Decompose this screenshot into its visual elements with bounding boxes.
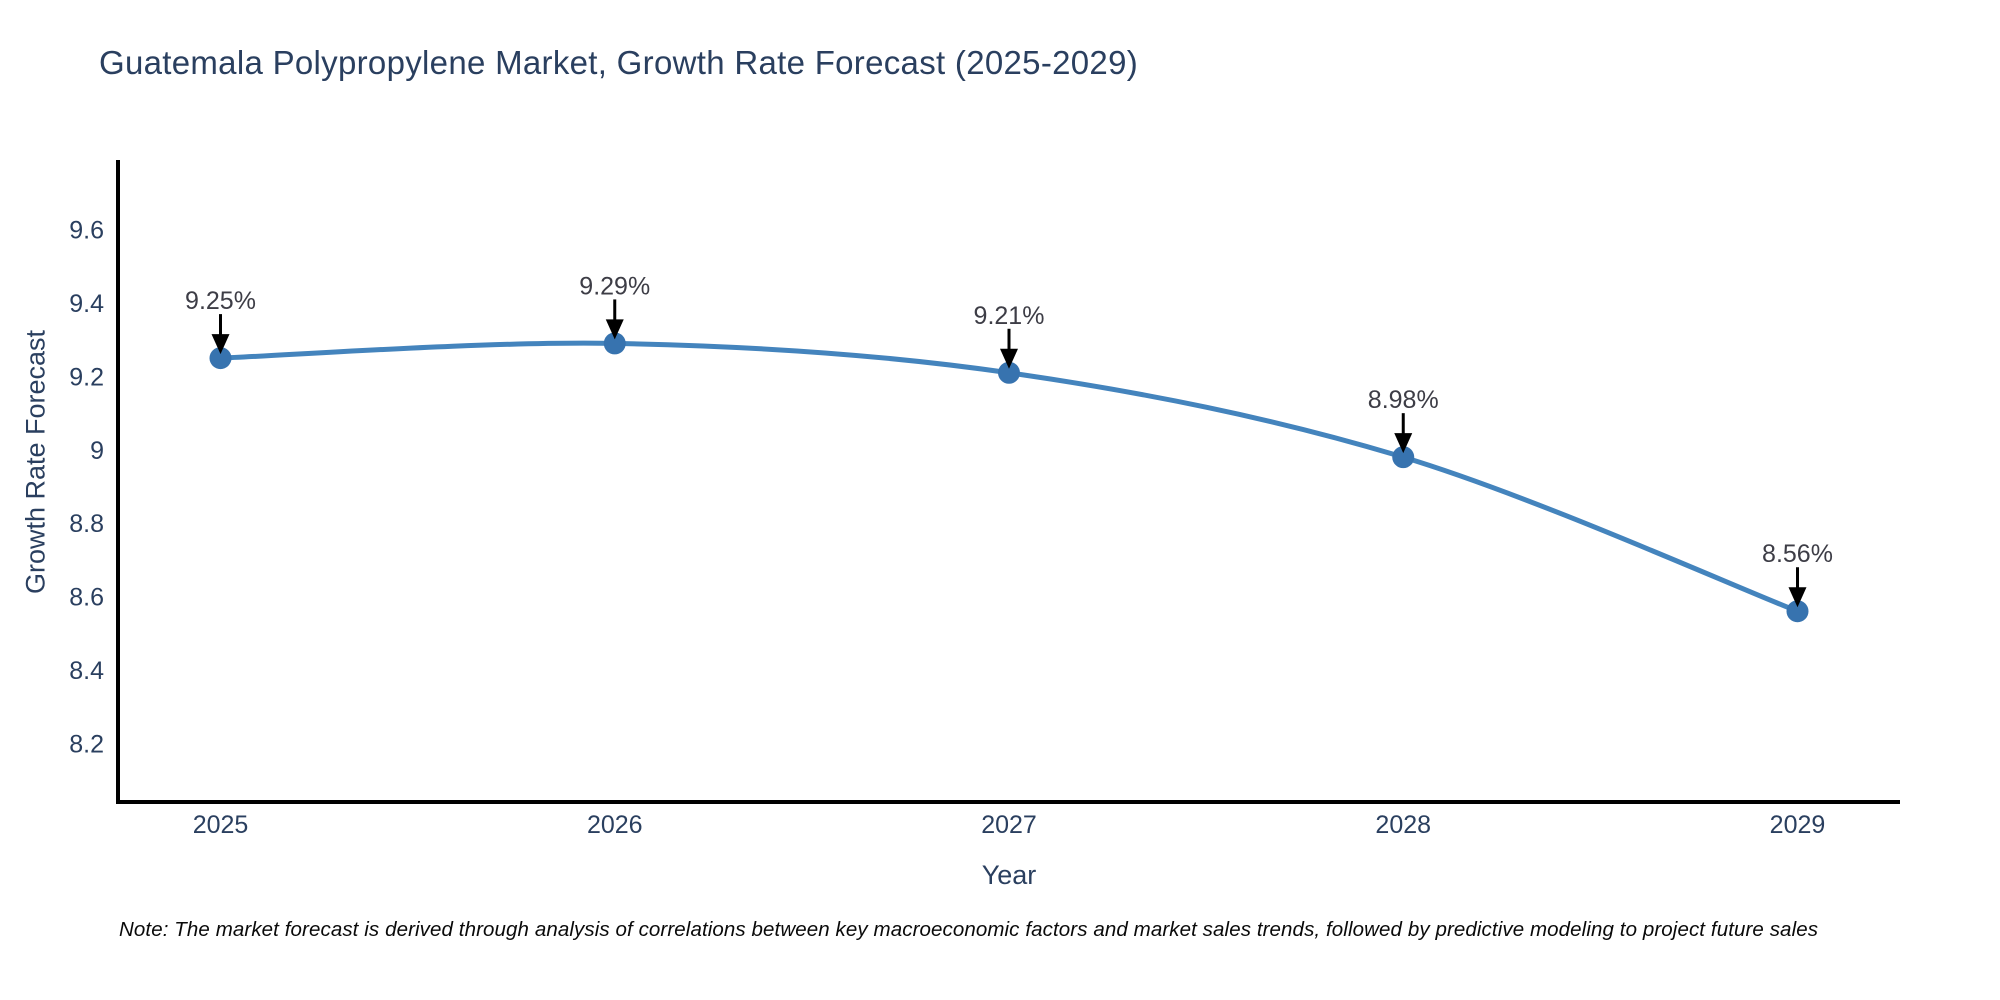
data-point-marker[interactable] bbox=[998, 361, 1020, 384]
annotation-arrowhead-icon bbox=[211, 334, 230, 355]
y-axis-title: Growth Rate Forecast bbox=[20, 329, 51, 595]
annotation-arrowhead-icon bbox=[1788, 587, 1807, 608]
x-tick-label: 2025 bbox=[193, 811, 249, 839]
x-tick-label: 2027 bbox=[981, 811, 1037, 839]
x-tick-label: 2029 bbox=[1770, 811, 1826, 839]
y-tick-label: 9.6 bbox=[69, 217, 104, 245]
annotation-label: 9.25% bbox=[185, 287, 256, 315]
annotation-arrowhead-icon bbox=[1000, 348, 1018, 369]
data-point-marker[interactable] bbox=[603, 332, 626, 355]
annotation-label: 9.21% bbox=[974, 302, 1045, 330]
chart-title: Guatemala Polypropylene Market, Growth R… bbox=[99, 44, 1139, 81]
y-tick-label: 8.4 bbox=[69, 657, 104, 685]
x-tick-label: 2026 bbox=[587, 811, 643, 839]
x-tick-label: 2028 bbox=[1375, 811, 1431, 839]
y-tick-label: 9.2 bbox=[69, 363, 104, 391]
y-tick-label: 9 bbox=[90, 437, 104, 465]
annotation-label: 9.29% bbox=[579, 272, 650, 300]
x-axis-title: Year bbox=[981, 860, 1037, 890]
data-point-marker[interactable] bbox=[1786, 600, 1809, 623]
annotation-arrowhead-icon bbox=[1394, 433, 1413, 454]
annotation-label: 8.56% bbox=[1762, 540, 1833, 568]
y-tick-label: 8.6 bbox=[69, 584, 104, 612]
annotation-label: 8.98% bbox=[1368, 386, 1439, 414]
annotation-arrowhead-icon bbox=[605, 319, 624, 340]
y-tick-label: 8.8 bbox=[69, 510, 104, 538]
y-tick-label: 8.2 bbox=[69, 730, 104, 758]
data-point-marker[interactable] bbox=[1392, 446, 1415, 469]
footnote-text: Note: The market forecast is derived thr… bbox=[119, 918, 1819, 941]
data-point-marker[interactable] bbox=[209, 347, 232, 370]
y-tick-label: 9.4 bbox=[69, 290, 104, 318]
